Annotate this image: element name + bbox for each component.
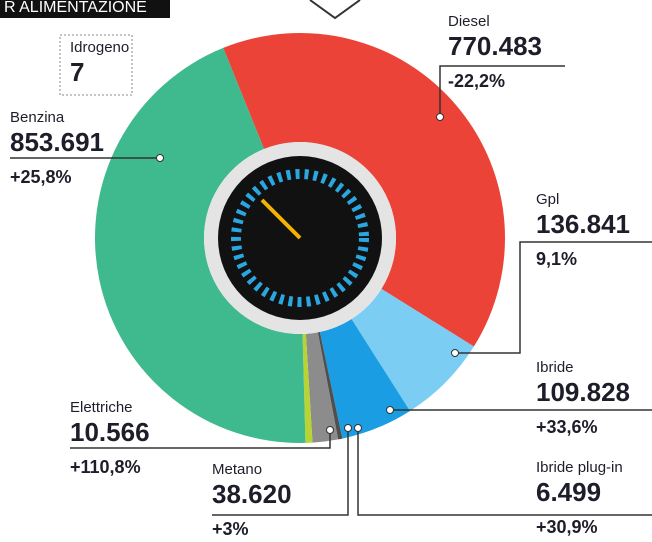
change-label: +30,9% (536, 517, 598, 537)
change-label: -22,2% (448, 71, 505, 91)
leader-dot (437, 114, 444, 121)
value-label: 136.841 (536, 209, 630, 239)
value-label: 38.620 (212, 479, 292, 509)
category-label: Gpl (536, 191, 559, 208)
change-label: +3% (212, 519, 249, 539)
leader-dot (387, 407, 394, 414)
change-label: +33,6% (536, 417, 598, 437)
category-label: Benzina (10, 109, 65, 126)
leader-dot (355, 425, 362, 432)
category-label: Ibride plug-in (536, 459, 623, 476)
category-label: Metano (212, 461, 262, 478)
leader-dot (327, 427, 334, 434)
value-label: 853.691 (10, 127, 104, 157)
leader-dot (345, 425, 352, 432)
category-label: Ibride (536, 359, 574, 376)
category-label: Elettriche (70, 399, 133, 416)
change-label: 9,1% (536, 249, 577, 269)
chart-title: R ALIMENTAZIONE (4, 0, 147, 16)
category-label: Idrogeno (70, 39, 129, 56)
value-label: 109.828 (536, 377, 630, 407)
value-label: 6.499 (536, 477, 601, 507)
chart: R ALIMENTAZIONE Diesel770.483 -22,2% Gpl13… (0, 0, 652, 542)
leader-dot (157, 155, 164, 162)
pointer-icon (310, 0, 360, 18)
leader-dot (452, 350, 459, 357)
change-label: +110,8% (70, 457, 141, 477)
value-label: 770.483 (448, 31, 542, 61)
value-label: 10.566 (70, 417, 150, 447)
category-label: Diesel (448, 13, 490, 30)
change-label: +25,8% (10, 167, 72, 187)
value-label: 7 (70, 57, 84, 87)
